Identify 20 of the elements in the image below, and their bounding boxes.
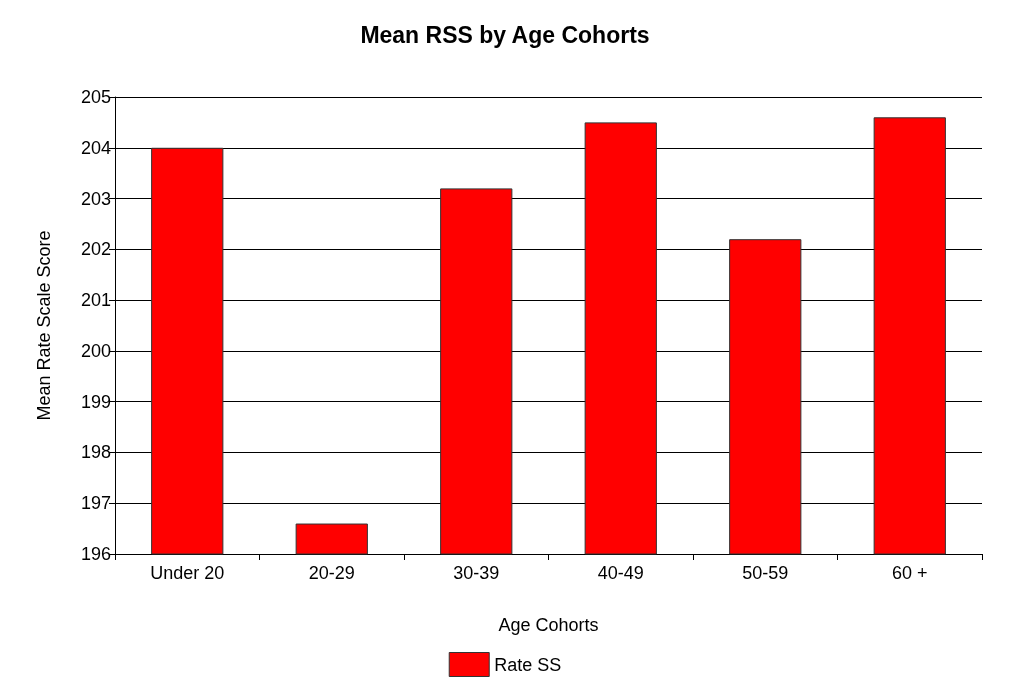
y-tick-label: 199 xyxy=(80,391,111,412)
x-tick-label: Under 20 xyxy=(150,563,225,583)
y-tick-label: 196 xyxy=(80,544,111,564)
chart-title: Mean RSS by Age Cohorts xyxy=(360,21,650,48)
y-tick-label: 197 xyxy=(80,493,111,514)
y-tick-label: 205 xyxy=(80,87,111,107)
y-tick-label: 204 xyxy=(80,137,111,158)
x-tick-label: 60 + xyxy=(891,563,928,583)
y-tick-label: 202 xyxy=(80,239,111,260)
y-tick-label: 200 xyxy=(80,340,111,361)
x-axis-title: Age Cohorts xyxy=(498,615,599,635)
legend-label: Rate SS xyxy=(494,654,562,675)
x-tick-label: 40-49 xyxy=(597,563,644,583)
y-tick-label: 203 xyxy=(80,188,111,209)
y-axis-title: Mean Rate Scale Score xyxy=(34,230,54,421)
y-tick-label: 201 xyxy=(80,290,111,311)
x-tick-label: 30-39 xyxy=(453,563,500,583)
x-tick-label: 20-29 xyxy=(308,563,355,583)
y-tick-label: 198 xyxy=(80,442,111,463)
x-tick-label: 50-59 xyxy=(742,563,789,583)
